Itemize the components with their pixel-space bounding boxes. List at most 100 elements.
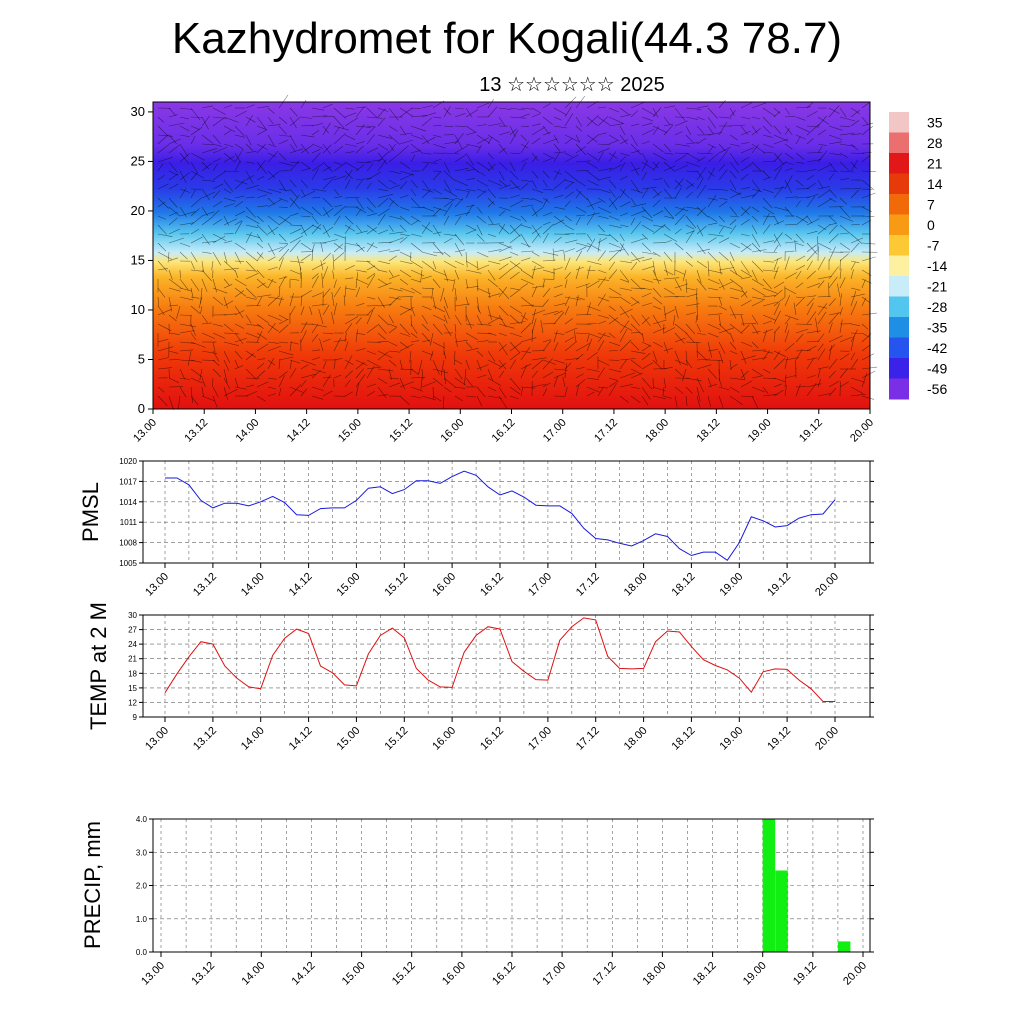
- wind-vector: [707, 197, 718, 201]
- wind-vector: [453, 350, 456, 366]
- wind-vector: [388, 231, 404, 235]
- wind-vector: [201, 162, 212, 172]
- wind-vector: [597, 176, 611, 181]
- wind-vector: [366, 390, 376, 397]
- wind-vector: [531, 370, 538, 379]
- wind-vector: [432, 377, 444, 387]
- wind-vector: [861, 323, 869, 330]
- wind-vector: [575, 378, 586, 388]
- wind-vector: [157, 116, 165, 123]
- wind-vector: [465, 161, 479, 173]
- wind-vector: [333, 360, 336, 370]
- wind-vector: [619, 260, 632, 264]
- wind-vector: [509, 314, 520, 324]
- wind-vector: [289, 228, 302, 235]
- wind-vector: [850, 159, 858, 172]
- wind-vector: [487, 136, 493, 145]
- wind-vector: [190, 359, 202, 363]
- wind-vector: [201, 359, 215, 361]
- wind-vector: [762, 197, 773, 209]
- wind-vector: [740, 147, 754, 154]
- wind-vector: [520, 278, 535, 285]
- wind-vector: [828, 125, 843, 131]
- wind-vector: [487, 197, 496, 206]
- wind-vector: [234, 149, 244, 163]
- wind-vector: [685, 332, 695, 343]
- wind-vector: [234, 290, 245, 298]
- wind-vector: [443, 152, 460, 155]
- y-tick-label: 1014: [119, 498, 137, 507]
- wind-vector: [553, 107, 567, 116]
- wind-vector: [201, 134, 214, 144]
- wind-vector: [267, 377, 277, 380]
- wind-vector: [520, 337, 537, 343]
- wind-vector: [256, 330, 263, 343]
- wind-vector: [465, 286, 479, 289]
- wind-vector: [641, 128, 655, 136]
- wind-vector: [520, 107, 533, 110]
- wind-vector: [245, 161, 255, 164]
- wind-vector: [256, 343, 269, 352]
- wind-vector: [663, 215, 675, 219]
- wind-vector: [817, 305, 828, 309]
- x-tick-label: 19.12: [791, 960, 819, 988]
- x-tick-label: 19.00: [717, 725, 745, 753]
- wind-vector: [311, 323, 319, 334]
- wind-vector: [320, 242, 324, 253]
- wind-vector: [828, 105, 840, 118]
- wind-vector: [201, 350, 218, 354]
- wind-vector: [465, 224, 477, 231]
- wind-vector: [707, 116, 717, 129]
- wind-vector: [718, 237, 730, 244]
- wind-vector: [861, 395, 875, 400]
- wind-vector: [817, 198, 832, 208]
- wind-vector: [245, 287, 257, 299]
- wind-vector: [201, 148, 218, 154]
- wind-vector: [212, 143, 222, 147]
- wind-vector: [168, 183, 179, 190]
- wind-vector: [322, 103, 333, 109]
- wind-vector: [190, 296, 200, 299]
- wind-vector: [773, 233, 782, 247]
- wind-vector: [839, 132, 855, 136]
- wind-vector: [355, 197, 364, 210]
- wind-vector: [476, 359, 482, 372]
- wind-vector: [278, 276, 288, 280]
- wind-vector: [289, 161, 300, 164]
- wind-vector: [333, 337, 341, 352]
- wind-vector: [674, 242, 684, 251]
- wind-vector: [762, 377, 776, 379]
- wind-vector: [179, 377, 191, 380]
- wind-vector: [762, 287, 778, 294]
- wind-vector: [487, 278, 499, 288]
- x-tick-label: 13.00: [143, 571, 171, 599]
- wind-vector: [740, 341, 753, 347]
- wind-vector: [299, 266, 302, 280]
- wind-vector: [608, 224, 622, 229]
- wind-vector: [388, 237, 404, 244]
- wind-vector: [421, 206, 435, 212]
- y-tick-label: 1011: [120, 518, 138, 527]
- wind-vector: [718, 341, 726, 354]
- temperature-x-axis: 13.00 13.12 14.00 14.12 15.00 15.12 16.00 16.12…: [143, 717, 841, 753]
- wind-vector: [300, 179, 309, 188]
- wind-vector: [157, 215, 166, 220]
- wind-vector: [718, 149, 729, 163]
- wind-vector: [586, 386, 600, 393]
- wind-vector: [597, 276, 607, 289]
- wind-vector: [740, 116, 751, 120]
- wind-vector: [663, 179, 670, 189]
- wind-vector: [223, 278, 230, 286]
- wind-vector: [443, 260, 457, 269]
- wind-vector: [300, 161, 311, 169]
- wind-vector: [608, 332, 616, 339]
- wind-vector: [663, 206, 675, 219]
- wind-vector: [729, 219, 737, 226]
- wind-vector: [707, 323, 721, 330]
- wind-vector: [267, 215, 280, 226]
- wind-vector: [509, 128, 517, 136]
- wind-vector: [861, 256, 876, 262]
- wind-vector: [773, 332, 776, 343]
